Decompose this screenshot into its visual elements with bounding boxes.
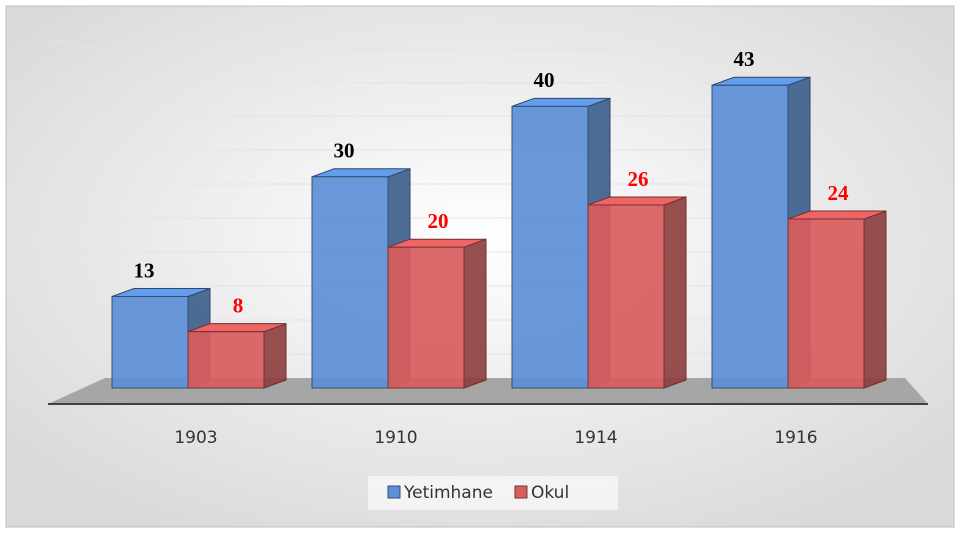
x-tick-label: 1914 — [574, 428, 617, 448]
data-label: 8 — [233, 293, 244, 317]
data-label: 40 — [534, 68, 555, 92]
bar-side — [463, 238, 487, 389]
bar-front — [311, 176, 389, 389]
bar — [787, 210, 887, 389]
data-label: 30 — [334, 139, 355, 163]
legend-label: Yetimhane — [403, 483, 493, 503]
legend-label: Okul — [531, 483, 569, 503]
bar-front — [787, 218, 865, 389]
bar-front — [511, 105, 589, 389]
x-tick-label: 1910 — [374, 428, 417, 448]
bar-front — [111, 295, 189, 389]
bar — [187, 322, 287, 389]
bar — [387, 238, 487, 389]
data-label: 26 — [628, 167, 649, 191]
x-tick-label: 1916 — [774, 428, 817, 448]
bar — [587, 196, 687, 389]
legend-box — [368, 476, 618, 510]
legend: Yetimhane Okul — [368, 476, 618, 510]
data-label: 20 — [428, 209, 449, 233]
bar-front — [187, 331, 265, 389]
bar-side — [863, 210, 887, 389]
legend-swatch — [514, 485, 528, 499]
legend-swatch — [387, 485, 401, 499]
bars — [111, 76, 887, 389]
data-label: 13 — [134, 258, 155, 282]
data-label: 24 — [828, 181, 850, 205]
bar-front — [711, 84, 789, 389]
bar-side — [263, 322, 287, 389]
data-label: 43 — [734, 47, 755, 71]
bar-front — [387, 246, 465, 389]
bar-front — [587, 204, 665, 389]
x-tick-label: 1903 — [174, 428, 217, 448]
bar-side — [663, 196, 687, 389]
